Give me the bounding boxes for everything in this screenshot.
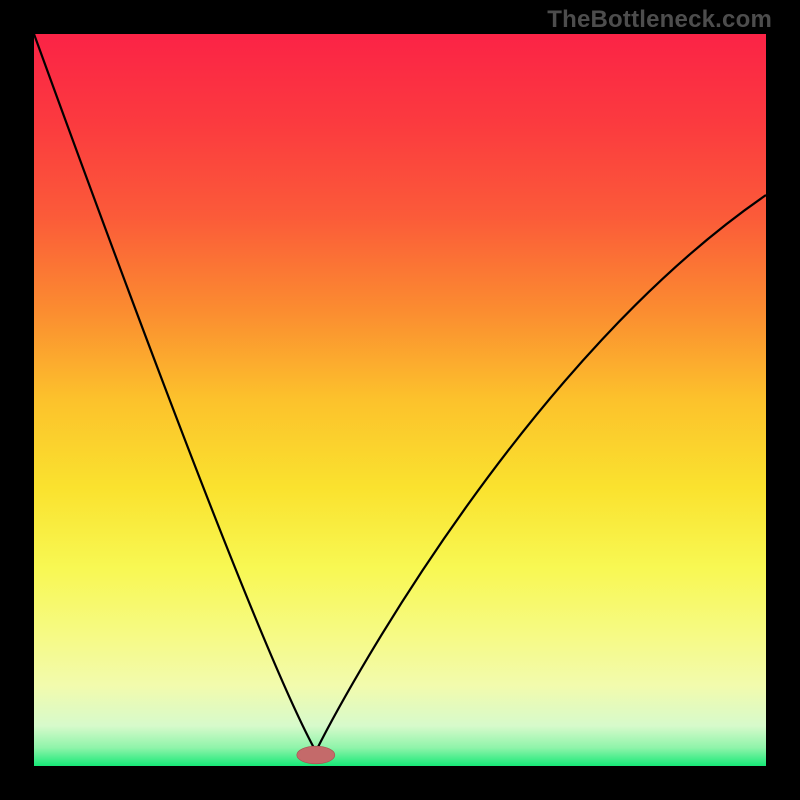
chart-background (34, 34, 766, 766)
optimal-point-marker (297, 746, 335, 764)
bottleneck-chart (34, 34, 766, 766)
watermark-label: TheBottleneck.com (547, 6, 772, 34)
